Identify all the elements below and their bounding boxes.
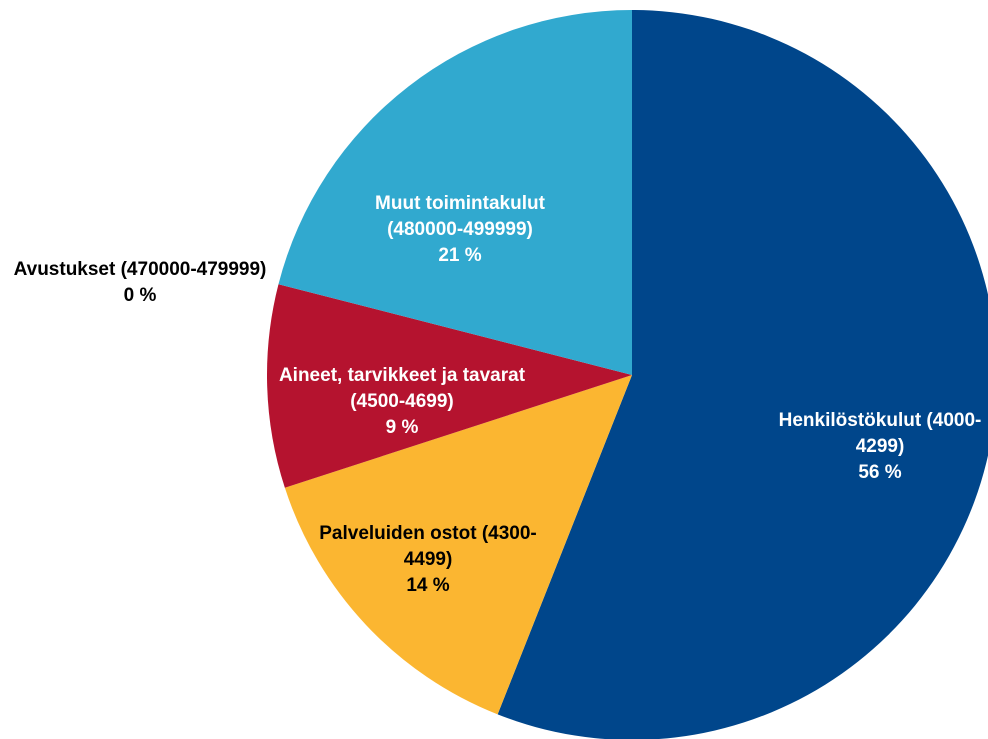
pie-slice: [278, 10, 632, 375]
slice-label: Avustukset (470000-479999) 0 %: [4, 257, 276, 309]
category-label: Aineet, tarvikkeet ja tavarat (4500-4699…: [278, 365, 526, 412]
slice-label: Palveluiden ostot (4300-4499) 14 %: [312, 521, 544, 599]
slice-label: Henkilöstökulut (4000-4299) 56 %: [773, 408, 988, 486]
pie-slice: [284, 375, 632, 715]
category-label: Henkilöstökulut (4000-4299): [778, 410, 982, 457]
category-label: Palveluiden ostot (4300-4499): [319, 523, 537, 570]
value-label: 14 %: [406, 575, 450, 596]
value-label: 9 %: [385, 417, 419, 438]
value-label: 0 %: [123, 285, 157, 306]
slice-label: Aineet, tarvikkeet ja tavarat (4500-4699…: [268, 363, 536, 441]
category-label: Avustukset (470000-479999): [13, 259, 267, 280]
value-label: 56 %: [858, 462, 902, 483]
pie-slice: [497, 10, 988, 739]
pie-slice: [267, 284, 632, 488]
value-label: 21 %: [438, 245, 482, 266]
category-label: Muut toimintakulut (480000-499999): [375, 193, 545, 240]
slice-label: Muut toimintakulut (480000-499999) 21 %: [351, 191, 569, 269]
